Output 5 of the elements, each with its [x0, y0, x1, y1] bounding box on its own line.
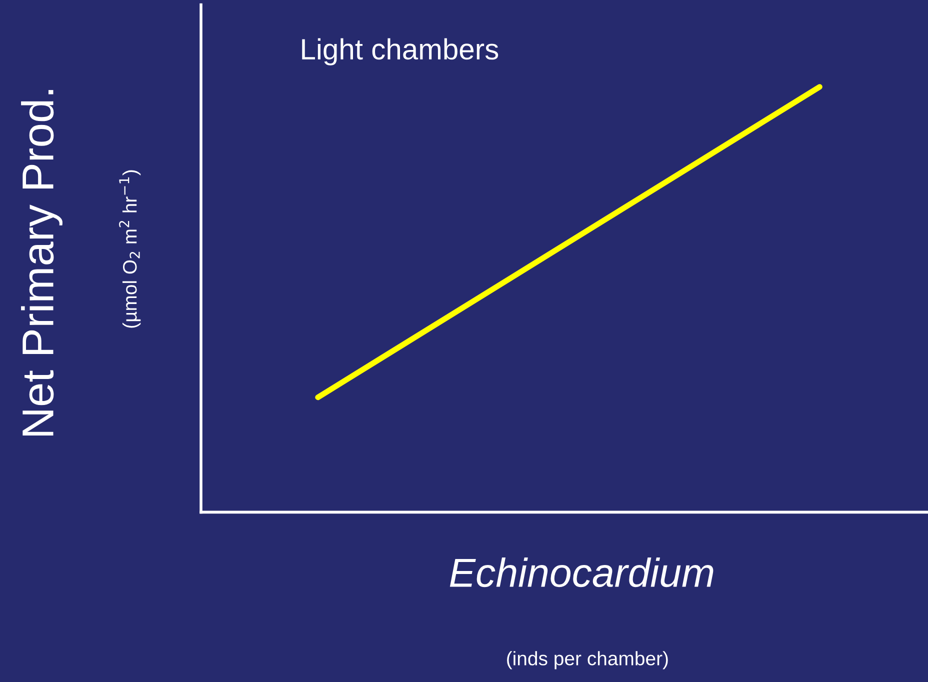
y-axis-title: Net Primary Prod.	[21, 90, 62, 436]
text: (µmol O$_{2}$ m$^{2}$ hr$^{−1}$)	[119, 170, 141, 328]
x-axis-title: Echinocardium	[450, 558, 714, 588]
text: (inds per chamber)	[507, 651, 668, 670]
text: Light chambers	[302, 38, 498, 66]
